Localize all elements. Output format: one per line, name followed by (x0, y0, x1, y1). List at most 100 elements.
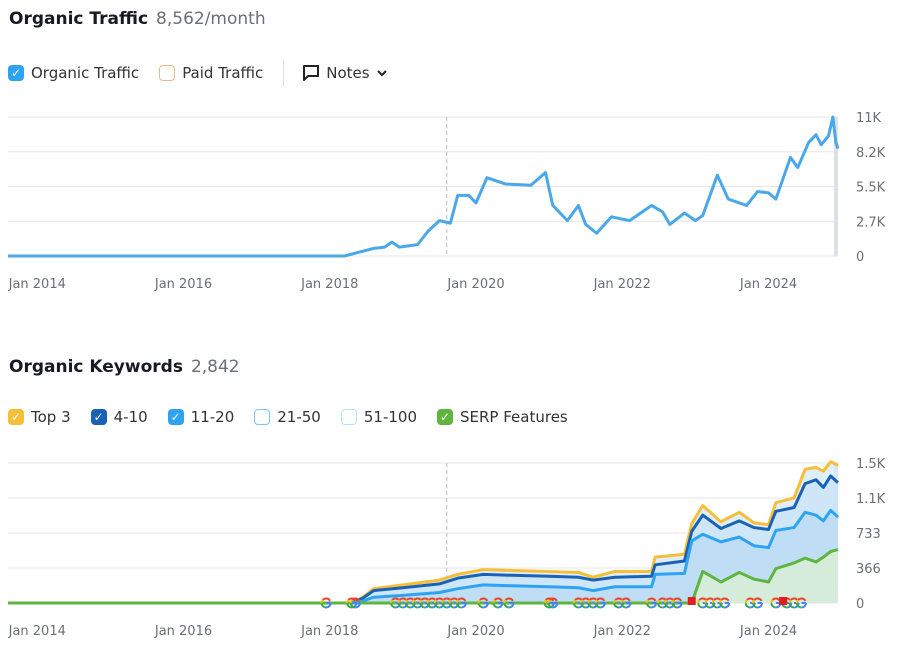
checkbox-unchecked-icon[interactable] (254, 409, 271, 425)
legend-label: 4-10 (113, 408, 148, 426)
legend-4-10[interactable]: ✓ 4-10 (90, 408, 148, 426)
g-arc-yellow (704, 599, 708, 604)
legend-label: 21-50 (277, 408, 321, 426)
g-arc-green (656, 602, 663, 609)
google-update-icon (320, 597, 332, 609)
g-arc-red (596, 597, 606, 602)
g-arc-green (671, 602, 678, 609)
g-arc-yellow (788, 599, 792, 604)
g-arc-yellow (547, 599, 551, 604)
traffic-legend: ✓ Organic Traffic Paid Traffic Notes (8, 60, 388, 86)
g-arc-green (349, 602, 356, 609)
y-tick-label: 1.1K (856, 492, 886, 507)
checkbox-unchecked-icon[interactable] (159, 65, 176, 81)
divider (283, 60, 285, 86)
g-arc-green (448, 602, 455, 609)
organic-traffic-line (8, 115, 840, 258)
legend-21-50[interactable]: 21-50 (254, 408, 321, 426)
scroll-handle (834, 117, 838, 256)
y-tick-label: 366 (856, 562, 881, 577)
g-arc-yellow (613, 599, 617, 604)
g-arc-red (504, 597, 514, 602)
g-arc-yellow (349, 599, 353, 604)
y-tick-label: 11K (856, 111, 882, 126)
g-arc-green (320, 602, 327, 609)
y-tick-label: 0 (856, 597, 864, 612)
x-tick-label: Jan 2018 (300, 624, 358, 639)
g-arc-green (795, 602, 802, 609)
g-arc-yellow (656, 599, 660, 604)
g-arc-green (587, 602, 594, 609)
checkbox-checked-icon[interactable]: ✓ (90, 409, 107, 425)
x-tick-label: Jan 2020 (446, 624, 504, 639)
x-tick-label: Jan 2024 (739, 277, 797, 292)
g-arc-yellow (594, 599, 598, 604)
g-arc-yellow (477, 599, 481, 604)
organic-traffic-chart: 0 2.7K 5.5K 8.2K 11K Jan 2014 Jan 2016 Jan 2018… (8, 111, 886, 292)
g-arc-green (620, 602, 627, 609)
g-arc-green (664, 602, 670, 609)
google-update-icon (477, 597, 489, 609)
g-arc-green (477, 602, 484, 609)
g-arc-yellow (419, 599, 423, 604)
g-arc-yellow (412, 599, 415, 604)
g-arc-red (493, 597, 503, 602)
g-arc-green (744, 602, 751, 609)
g-arc-yellow (441, 599, 445, 604)
legend-top-3[interactable]: ✓ Top 3 (8, 408, 71, 426)
x-tick-label: Jan 2016 (154, 277, 212, 292)
legend-label: 51-100 (363, 408, 417, 426)
g-arc-yellow (646, 599, 650, 604)
g-arc-yellow (426, 599, 430, 604)
g-arc-yellow (346, 599, 350, 604)
legend-11-20[interactable]: ✓ 11-20 (167, 408, 234, 426)
g-arc-yellow (711, 599, 715, 604)
g-arc-red (479, 597, 489, 602)
g-arc-green (346, 602, 352, 609)
checkbox-checked-icon[interactable]: ✓ (167, 409, 184, 425)
keywords-value: 2,842 (190, 357, 240, 377)
notes-dropdown[interactable]: Notes (302, 64, 387, 82)
g-arc-green (397, 602, 403, 609)
g-arc-green (719, 602, 725, 609)
google-update-icon (492, 597, 504, 609)
checkbox-checked-icon[interactable]: ✓ (8, 409, 24, 425)
y-tick-label: 1.5K (856, 457, 886, 472)
legend-51-100[interactable]: 51-100 (340, 408, 417, 426)
google-update-icon (547, 597, 559, 609)
g-arc-yellow (543, 599, 547, 604)
y-tick-label: 5.5K (856, 181, 886, 196)
legend-serp-features[interactable]: ✓ SERP Features (437, 408, 568, 426)
g-arc-yellow (572, 599, 576, 604)
title-text: Organic Keywords (9, 357, 183, 377)
g-arc-red (797, 597, 807, 602)
flag-icon (779, 597, 788, 605)
g-arc-yellow (620, 599, 624, 604)
g-arc-yellow (744, 599, 748, 604)
x-tick-label: Jan 2016 (154, 624, 212, 639)
g-arc-green (752, 602, 758, 609)
legend-paid-traffic[interactable]: Paid Traffic (159, 64, 263, 82)
g-arc-red (647, 597, 657, 602)
x-tick-label: Jan 2018 (300, 277, 358, 292)
checkbox-checked-icon[interactable]: ✓ (8, 65, 24, 81)
g-arc-green (613, 602, 619, 609)
g-arc-green (572, 602, 579, 609)
flag-icon (687, 597, 696, 605)
checkbox-checked-icon[interactable]: ✓ (437, 409, 453, 425)
google-update-icon (795, 597, 807, 609)
g-arc-yellow (795, 599, 799, 604)
x-tick-label: Jan 2024 (739, 624, 797, 639)
g-arc-green (455, 602, 462, 609)
organic-traffic-title: Organic Traffic 8,562/month (9, 9, 266, 29)
g-arc-green (711, 602, 718, 609)
g-arc-red (621, 597, 631, 602)
g-arc-red (673, 597, 682, 602)
g-arc-yellow (587, 599, 591, 604)
g-arc-green (390, 602, 396, 609)
google-update-icon (503, 597, 515, 609)
legend-organic-traffic[interactable]: ✓ Organic Traffic (8, 64, 139, 82)
g-arc-green (404, 602, 411, 609)
checkbox-unchecked-icon[interactable] (340, 409, 357, 425)
g-arc-yellow (719, 599, 723, 604)
